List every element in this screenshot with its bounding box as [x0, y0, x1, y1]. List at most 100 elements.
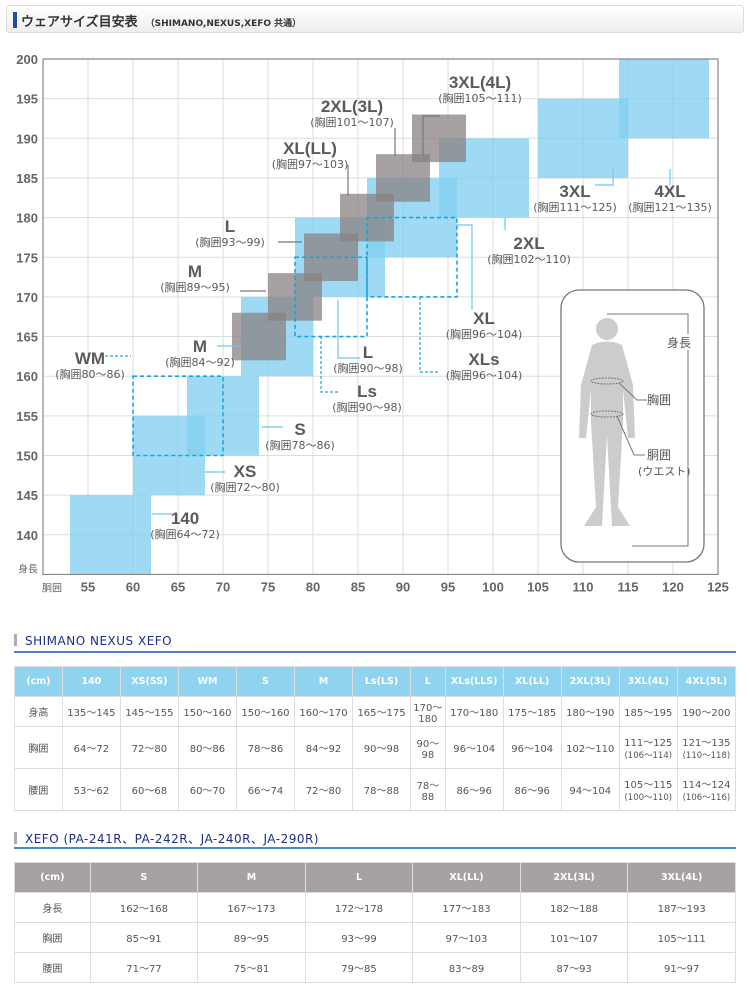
table-row: 腰囲 53〜62 60〜68 60〜70 66〜74 72〜80 78〜88 78〜88 86〜… — [14, 768, 737, 811]
page-title: ウェアサイズ目安表 （SHIMANO,NEXUS,XEFO 共通） — [21, 11, 301, 30]
x-tick-label: 65 — [171, 579, 185, 594]
size-4xl-label: 4XL — [654, 182, 685, 201]
y-tick-label: 195 — [16, 92, 38, 107]
x-tick-label: 95 — [441, 579, 455, 594]
cell-value: 80〜86 — [189, 744, 226, 755]
size-3xl-label: 3XL — [559, 182, 590, 201]
cell-value: 78〜86 — [247, 744, 284, 755]
row-label: 腰囲 — [14, 768, 63, 811]
box-dashed-xls — [366, 216, 458, 298]
cell-value: 105〜115 — [624, 780, 673, 791]
x-tick-label: 55 — [81, 579, 95, 594]
table-row: 胸囲 85〜91 89〜95 93〜99 97〜103 101〜107 105〜111 — [14, 922, 736, 953]
column-header: XS(SS) — [119, 666, 179, 697]
size-3xl-leader-line — [595, 169, 614, 186]
table-cell: 165〜175 — [352, 696, 412, 727]
table-cell: 72〜80 — [293, 768, 354, 811]
cell-value: 114〜124 — [682, 780, 731, 791]
table-cell: 102〜110 — [560, 726, 620, 769]
table-cell: 170〜180 — [444, 696, 504, 727]
table-cell: 84〜92 — [293, 726, 354, 769]
table1-title: SHIMANO NEXUS XEFO — [14, 634, 172, 648]
size-140-label: 140 — [171, 509, 199, 528]
table-cell: 66〜74 — [235, 768, 295, 811]
table-cell: 93〜99 — [304, 922, 414, 953]
waist-label: 胴囲 — [647, 448, 671, 462]
table-cell: 90〜98 — [352, 726, 412, 769]
table-cell: 167〜173 — [197, 892, 306, 923]
column-header: 3XL(4L) — [627, 862, 736, 893]
x-tick-label: 115 — [618, 579, 639, 594]
table-cell: 64〜72 — [61, 726, 121, 769]
x-axis-label: 胴囲 — [42, 582, 62, 594]
y-tick-label: 175 — [16, 250, 38, 265]
table-cell: 121〜135 (110〜118) — [676, 726, 737, 769]
xefo-m-label: M — [188, 262, 202, 281]
size-wm-label: WM — [75, 349, 105, 368]
box-dashed-wm — [132, 375, 224, 457]
cell-value: 96〜104 — [511, 744, 554, 755]
height-bracket — [607, 313, 689, 547]
cell-value: 121〜135 — [682, 738, 731, 749]
table-cell: 78〜88 — [410, 768, 446, 811]
xefo-3xl-leader-line — [422, 115, 440, 156]
size-ls-label: Ls — [357, 382, 377, 401]
table-cell: 91〜97 — [627, 952, 736, 983]
table-cell: 90〜98 — [410, 726, 446, 769]
unit-header: (cm) — [14, 862, 91, 893]
size-4xl-chest-label: (胸囲121〜135) — [628, 200, 712, 214]
cell-value: 165〜175 — [357, 708, 406, 719]
cell-value: 145〜155 — [125, 708, 174, 719]
size-chart: 55 60 65 70 75 80 85 90 95 100 105 110 115 120 125 140 1… — [16, 52, 729, 594]
table2-title: XEFO (PA-241R、PA-242R、JA-240R、JA-290R) — [14, 830, 319, 847]
size-l-leader-line — [337, 300, 360, 359]
x-tick-label: 60 — [126, 579, 140, 594]
cell-subvalue: (106〜116) — [682, 793, 731, 803]
table-cell: 170〜180 — [410, 696, 446, 727]
table-row: 腰囲 71〜77 75〜81 79〜85 83〜89 87〜93 91〜97 — [14, 952, 736, 983]
xefo-3xl-chest-label: (胸囲105〜111) — [438, 91, 522, 105]
size-xl-chest-label: (胸囲96〜104) — [446, 327, 523, 341]
table-cell: 135〜145 — [61, 696, 121, 727]
table-cell: 53〜62 — [61, 768, 121, 811]
column-header: Ls(LS) — [352, 666, 412, 697]
table-cell: 80〜86 — [177, 726, 237, 769]
table-cell: 78〜88 — [352, 768, 412, 811]
table-cell: 145〜155 — [119, 696, 179, 727]
cell-value: 64〜72 — [73, 744, 110, 755]
row-label: 腰囲 — [14, 952, 91, 983]
cell-value: 72〜80 — [131, 744, 168, 755]
column-header: 140 — [61, 666, 121, 697]
table-cell: 150〜160 — [177, 696, 237, 727]
cell-value: 90〜98 — [363, 744, 400, 755]
cell-value: 170〜180 — [413, 702, 443, 725]
x-tick-label: 100 — [482, 579, 504, 594]
xefo-2xl-label: 2XL(3L) — [321, 97, 383, 116]
box-3xl — [538, 98, 628, 178]
table-cell: 150〜160 — [235, 696, 295, 727]
xefo-m-chest-label: (胸囲89〜95) — [160, 280, 230, 294]
size-2xl-label: 2XL — [513, 234, 544, 253]
box-4xl — [619, 59, 709, 139]
cell-value: 90〜98 — [416, 738, 440, 761]
xefo-l-label: L — [225, 217, 235, 236]
table-cell: 87〜93 — [519, 952, 629, 983]
column-header: M — [293, 666, 354, 697]
cell-value: 53〜62 — [73, 786, 110, 797]
cell-value: 60〜68 — [131, 786, 168, 797]
column-header: 4XL(5L) — [676, 666, 737, 697]
cell-subvalue: (106〜114) — [624, 751, 673, 761]
size-2xl-chest-label: (胸囲102〜110) — [487, 252, 571, 266]
cell-value: 86〜96 — [456, 786, 492, 797]
chest-label: 胸囲 — [647, 392, 671, 407]
table-cell: 105〜111 — [627, 922, 736, 953]
xefo-l-chest-label: (胸囲93〜99) — [195, 235, 265, 249]
size-table-xefo: (cm) S M L XL(LL) 2XL(3L) 3XL(4L) 身長 162〜168 167… — [14, 862, 736, 983]
column-header: M — [197, 862, 306, 893]
x-tick-label: 80 — [306, 579, 320, 594]
xefo-xl-label: XL(LL) — [283, 139, 337, 158]
table-cell: 101〜107 — [519, 922, 629, 953]
cell-value: 96〜104 — [453, 744, 496, 755]
column-header: 2XL(3L) — [560, 666, 620, 697]
size-s-label: S — [294, 420, 305, 439]
